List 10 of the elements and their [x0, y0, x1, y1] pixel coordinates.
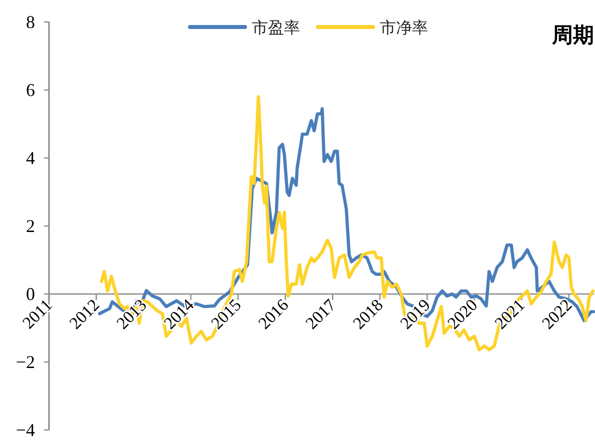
chart-title: 周期 [551, 23, 594, 47]
y-tick-label: 6 [26, 80, 35, 100]
y-tick-label: −4 [16, 420, 35, 440]
y-tick-label: 8 [26, 12, 35, 32]
y-tick-label: 2 [26, 216, 35, 236]
y-tick-label: 4 [26, 148, 35, 168]
y-tick-label: 0 [26, 284, 35, 304]
legend-label: 市盈率 [252, 19, 300, 37]
y-tick-label: −2 [16, 352, 35, 372]
legend-label: 市净率 [380, 19, 428, 37]
